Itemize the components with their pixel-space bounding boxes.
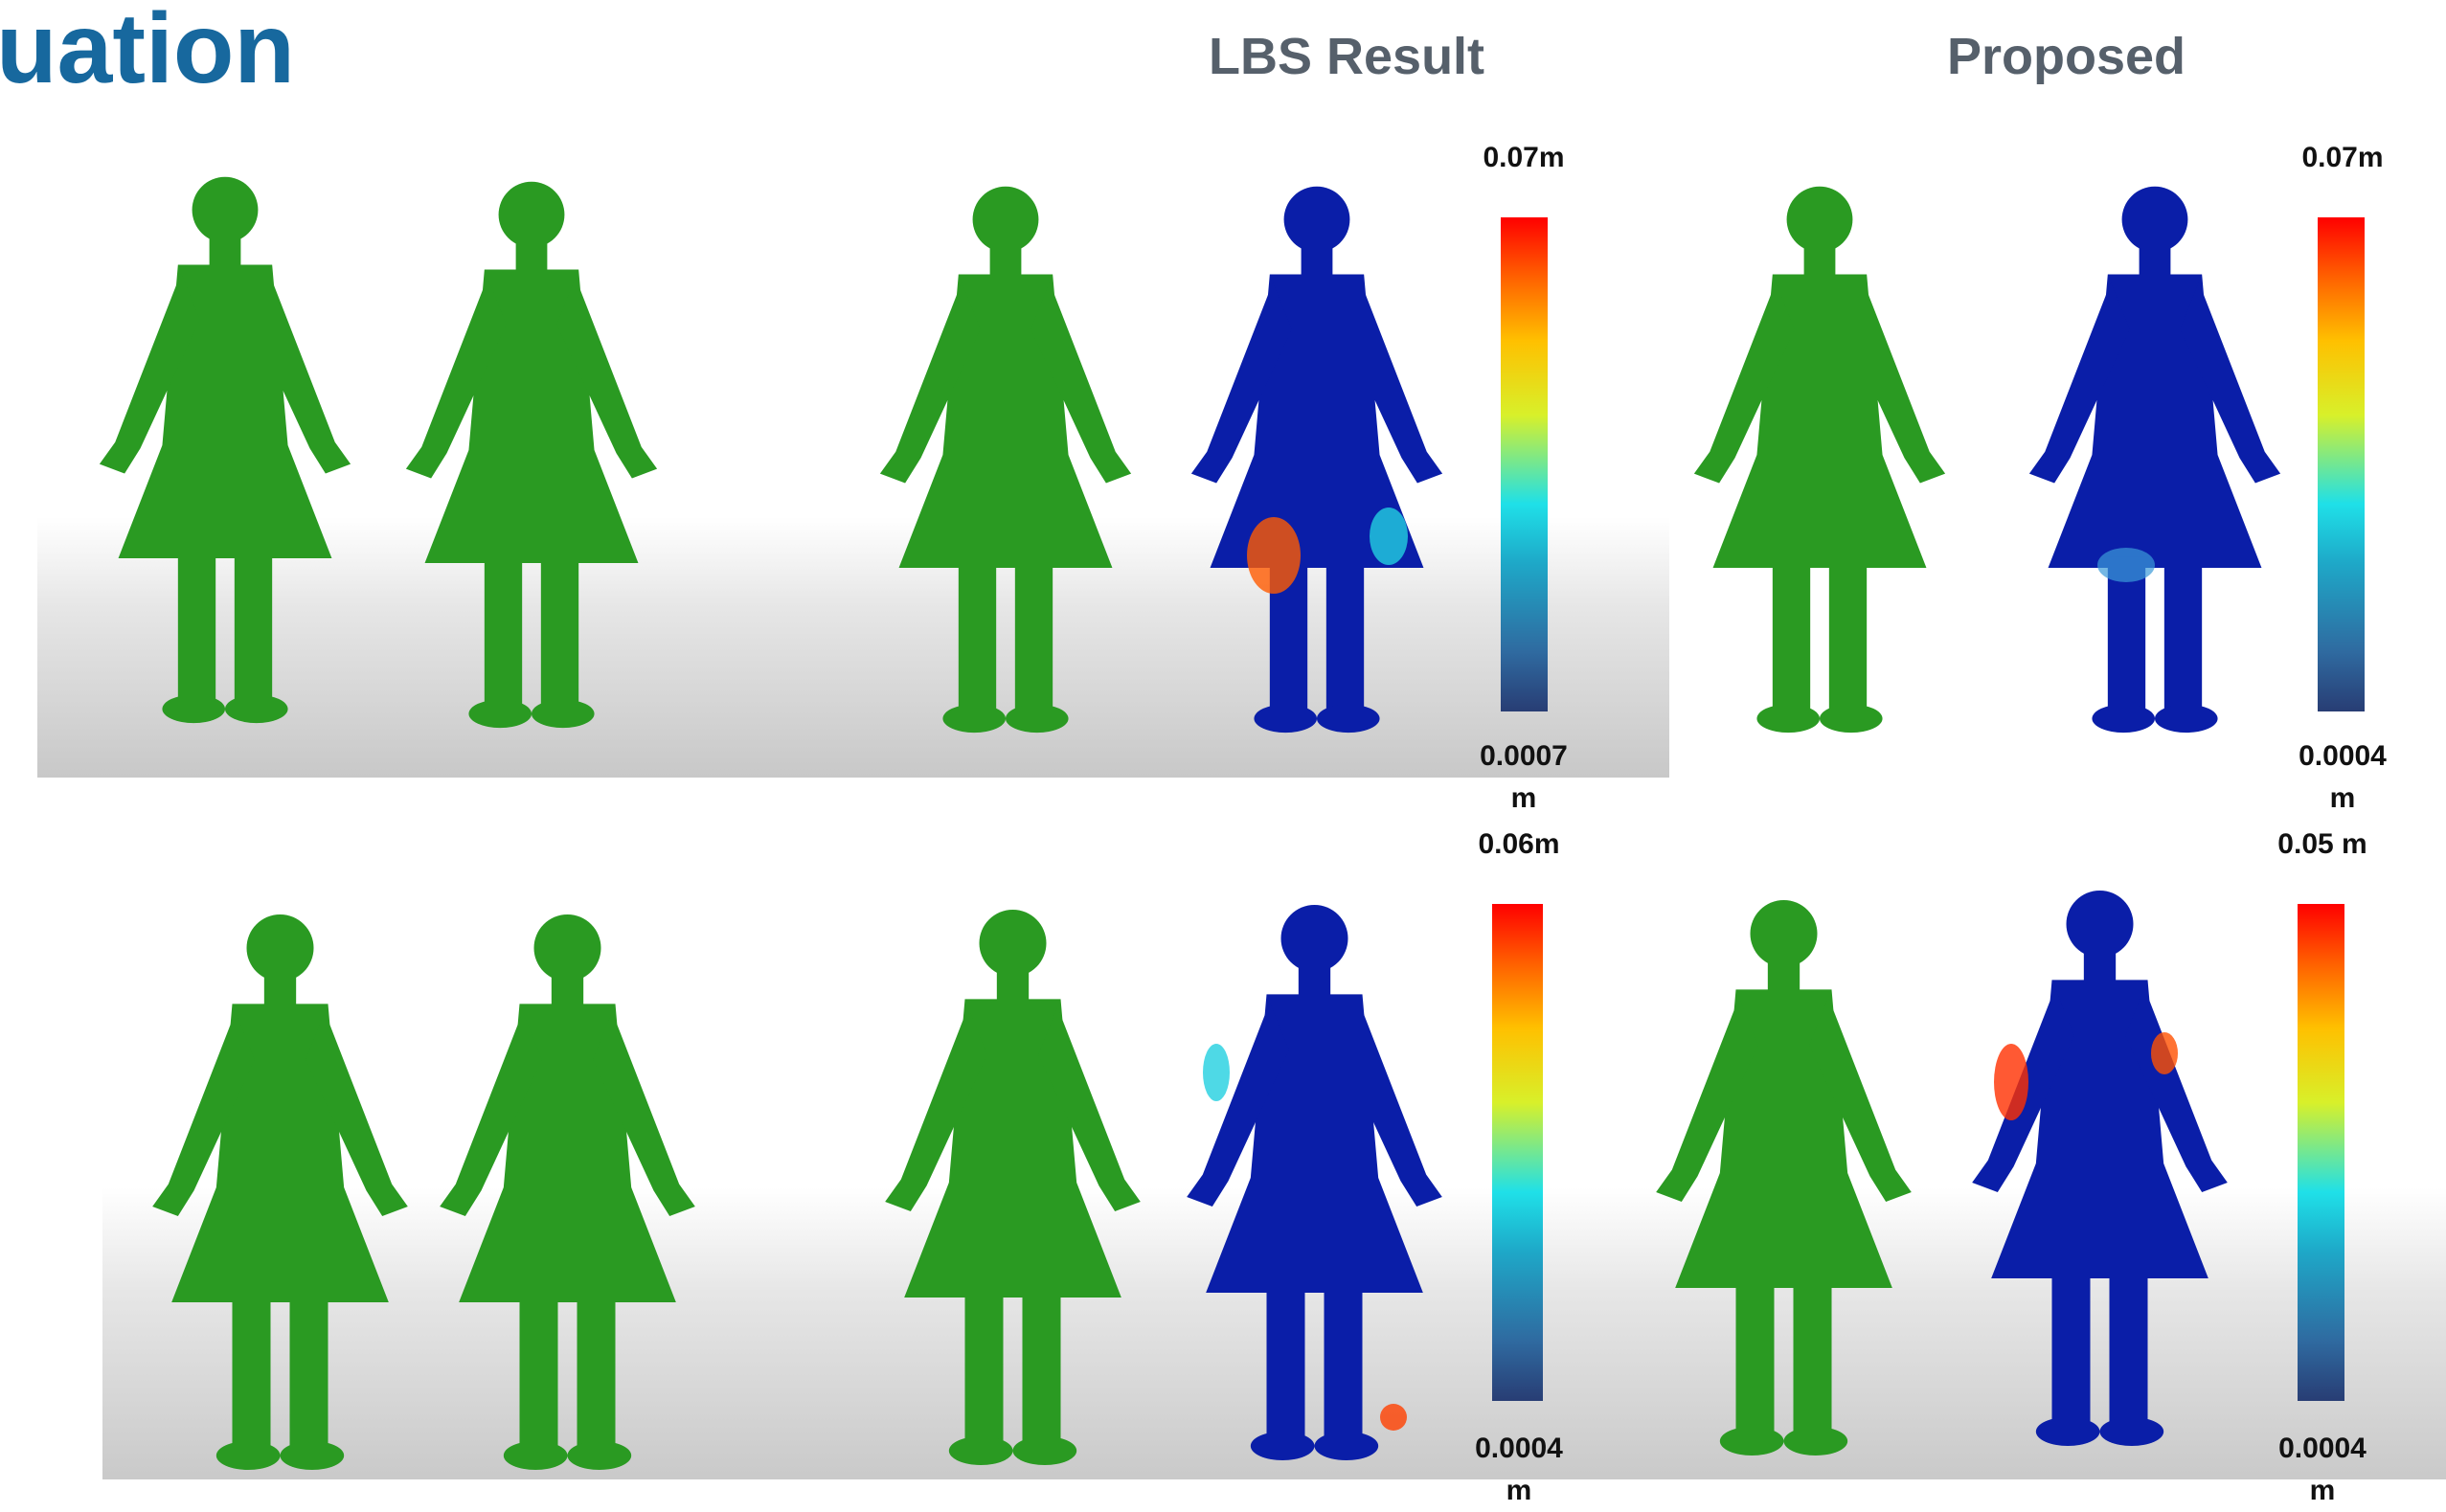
colorbar [2318, 217, 2365, 711]
column-header: Proposed [1947, 27, 2186, 86]
colorbar [1501, 217, 1548, 711]
slide-title: uation [0, 0, 295, 106]
colorbar-min: 0.0004 m [1466, 1428, 1572, 1512]
colorbar-max: 0.07m [2290, 137, 2395, 179]
colorbar-min: 0.0004 m [2270, 1428, 2375, 1512]
figure-canvas [0, 0, 2446, 1479]
slide: {"header":{"title":"uation","columns":["… [0, 0, 2446, 1479]
colorbar-max: 0.07m [1471, 137, 1576, 179]
column-header: LBS Result [1209, 27, 1484, 86]
colorbar-min: 0.0007 m [1471, 735, 1576, 820]
colorbar-max: 0.06m [1466, 824, 1572, 866]
colorbar-min: 0.0004 m [2290, 735, 2395, 820]
colorbar [2298, 904, 2344, 1401]
colorbar-max: 0.05 m [2270, 824, 2375, 866]
colorbar [1492, 904, 1543, 1401]
